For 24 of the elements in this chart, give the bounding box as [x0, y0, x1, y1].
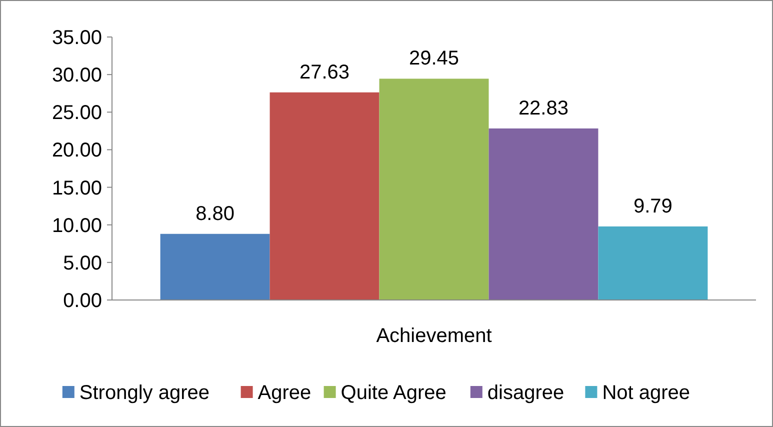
- y-tick-label: 25.00: [52, 102, 102, 124]
- y-tick-label: 30.00: [52, 64, 102, 87]
- legend-label: Strongly agree: [79, 382, 210, 404]
- bar: [488, 128, 598, 300]
- bar: [598, 226, 708, 300]
- legend-label: Quite Agree: [340, 382, 446, 404]
- data-label: 8.80: [196, 202, 235, 225]
- legend-label: disagree: [487, 382, 564, 404]
- y-tick-label: 10.00: [52, 214, 102, 237]
- data-label: 27.63: [299, 61, 350, 84]
- y-tick-label: 0.00: [63, 290, 102, 312]
- data-label: 22.83: [518, 97, 569, 120]
- y-tick-label: 35.00: [52, 27, 102, 49]
- bar: [270, 92, 380, 300]
- y-tick-label: 5.00: [63, 252, 102, 274]
- x-tick-label: Achievement: [376, 325, 492, 347]
- data-label: 9.79: [633, 195, 672, 218]
- data-label: 29.45: [408, 48, 460, 70]
- legend-label: Agree: [258, 382, 312, 404]
- legend-label: Not agree: [602, 382, 690, 404]
- y-tick-label: 20.00: [52, 140, 102, 162]
- y-tick-label: 15.00: [52, 177, 102, 200]
- bar: [379, 78, 489, 300]
- bar: [160, 234, 270, 300]
